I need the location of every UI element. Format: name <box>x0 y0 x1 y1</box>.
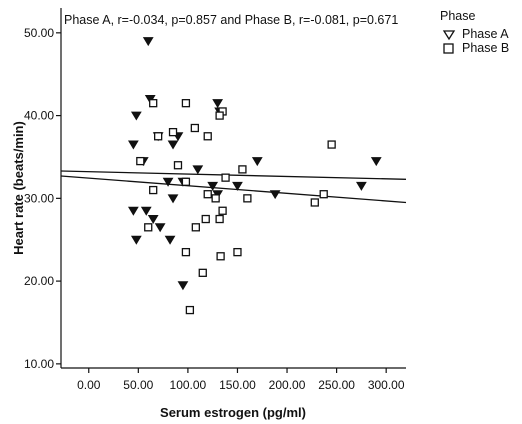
phase-b-point <box>190 123 199 133</box>
x-tick-label: 250.00 <box>318 378 355 392</box>
phase-a-point <box>177 281 189 291</box>
phase-a-point <box>130 235 142 245</box>
phase-b-point <box>216 252 225 261</box>
phase-b-point <box>327 140 336 149</box>
phase-b-point <box>319 190 328 199</box>
phase-b-point <box>215 111 224 120</box>
phase-b-point <box>233 247 242 257</box>
phase-b-point <box>215 214 224 224</box>
phase-a-point <box>212 99 224 109</box>
phase-a-point <box>356 181 367 191</box>
legend-phase-a-marker <box>442 30 456 41</box>
phase-a-point <box>162 177 174 187</box>
x-axis-title: Serum estrogen (pg/ml) <box>160 405 306 420</box>
fit-line-phase-b <box>60 175 407 204</box>
chart-title: Phase A, r=-0.034, p=0.857 and Phase B, … <box>64 13 398 27</box>
axes: 10.00 20.00 30.00 40.00 50.00 0.00 50.00 100.00… <box>24 8 406 392</box>
phase-a-point <box>127 140 139 150</box>
y-tick-label: 10.00 <box>24 357 54 371</box>
legend-phase-a-label: Phase A <box>462 27 509 41</box>
legend-phase-b-marker <box>443 43 454 54</box>
y-tick-label: 40.00 <box>24 109 54 123</box>
phase-a-point <box>130 111 142 121</box>
phase-b-point <box>149 99 158 108</box>
phase-b-point <box>201 214 210 224</box>
phase-b-point <box>154 132 163 141</box>
phase-a-point <box>269 190 281 200</box>
phase-a-point <box>370 157 382 167</box>
phase-b-point <box>149 185 158 195</box>
y-axis-title: Heart rate (beats/min) <box>11 121 26 255</box>
phase-a-point <box>251 157 263 167</box>
x-tick-label: 0.00 <box>77 378 101 392</box>
phase-b-point <box>191 223 200 232</box>
phase-a-point <box>127 206 139 216</box>
phase-a-point <box>147 215 159 225</box>
phase-b-point <box>181 99 191 108</box>
phase-a-point <box>232 181 243 191</box>
phase-b-point <box>221 173 230 182</box>
x-tick-label: 100.00 <box>170 378 207 392</box>
x-tick-label: 300.00 <box>368 378 405 392</box>
legend-title: Phase <box>440 9 475 23</box>
phase-b-point <box>198 268 207 277</box>
y-tick-label: 50.00 <box>24 26 54 40</box>
phase-a-point <box>207 181 219 191</box>
phase-b-point <box>173 161 183 170</box>
phase-b-point <box>136 156 145 166</box>
phase-b-point <box>218 206 227 215</box>
y-tick-label: 20.00 <box>24 274 54 288</box>
legend-phase-b-label: Phase B <box>462 41 509 55</box>
fit-lines <box>60 170 407 204</box>
phase-b-point <box>310 198 319 207</box>
phase-b-point <box>181 247 191 257</box>
phase-a-point <box>192 165 204 175</box>
phase-b-point <box>203 190 212 199</box>
phase-b-point <box>243 194 252 203</box>
data-points <box>127 37 382 315</box>
phase-b-point <box>203 132 212 141</box>
phase-a-point <box>154 223 166 233</box>
phase-a-point <box>140 206 152 216</box>
phase-a-point <box>142 37 154 47</box>
phase-a-point <box>164 235 176 245</box>
x-tick-label: 150.00 <box>219 378 256 392</box>
x-tick-label: 50.00 <box>123 378 153 392</box>
phase-a-point <box>167 194 179 204</box>
y-tick-label: 30.00 <box>24 191 54 205</box>
fit-line-phase-a <box>60 170 407 180</box>
phase-a-point <box>167 140 179 150</box>
phase-b-point <box>181 177 191 186</box>
phase-b-point <box>144 223 153 232</box>
phase-b-point <box>185 305 195 315</box>
legend: Phase Phase A Phase B <box>440 9 509 55</box>
phase-b-point <box>211 194 220 203</box>
x-tick-label: 200.00 <box>269 378 306 392</box>
phase-b-point <box>168 127 178 137</box>
phase-b-point <box>238 165 247 174</box>
